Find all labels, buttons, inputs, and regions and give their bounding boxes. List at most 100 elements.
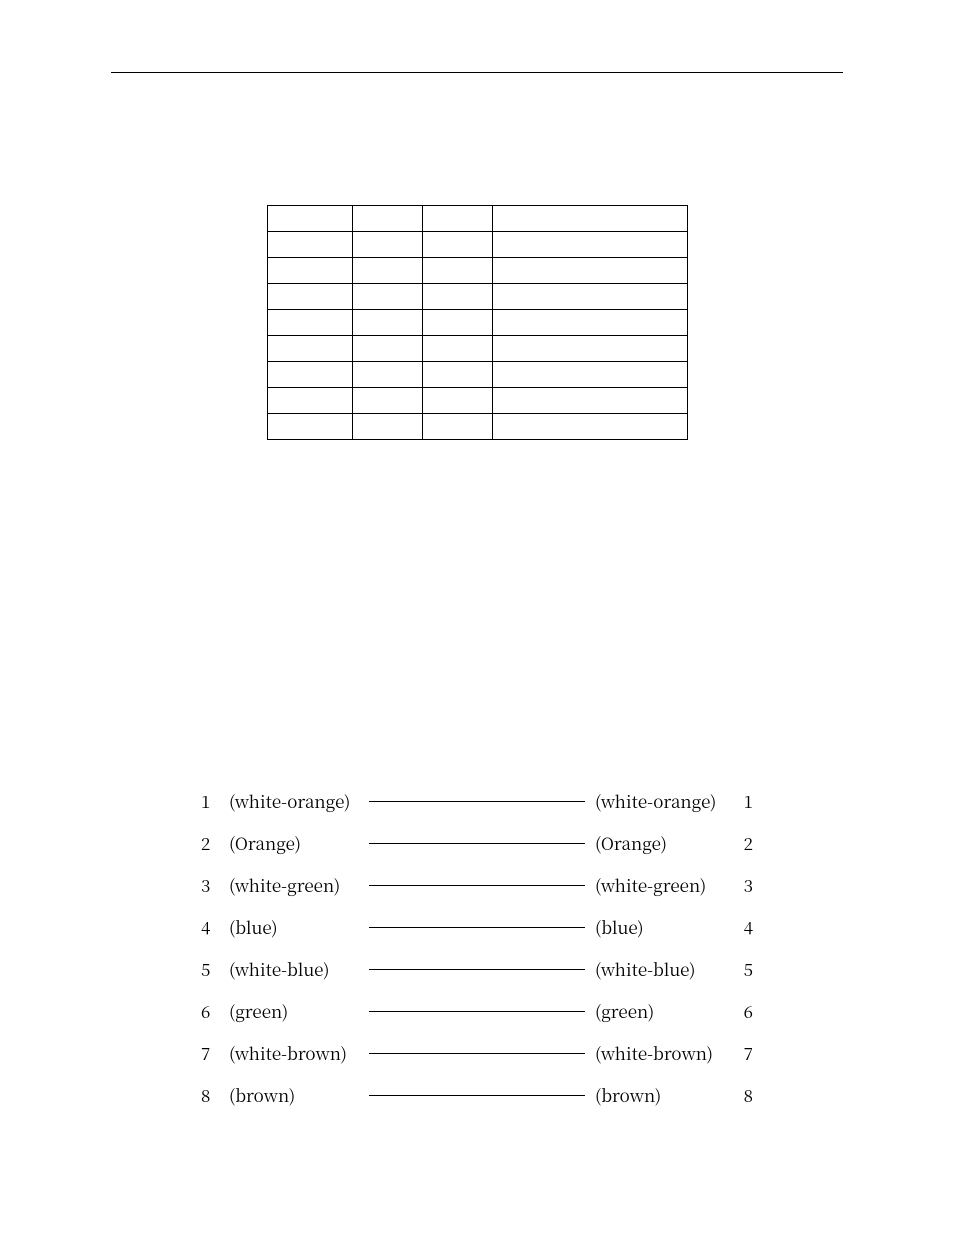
connector-line-icon — [369, 1053, 585, 1054]
cell — [267, 206, 352, 232]
cell — [267, 284, 352, 310]
cell — [492, 258, 687, 284]
cell — [352, 414, 422, 440]
pin-label-right: (blue) — [595, 915, 725, 939]
pin-label-right: (white-green) — [595, 873, 725, 897]
pin-number-right: 7 — [731, 1041, 753, 1065]
pin-label-left: (brown) — [229, 1083, 359, 1107]
cell — [267, 388, 352, 414]
table-row — [267, 388, 687, 414]
pin-label-left: (white-orange) — [229, 789, 359, 813]
cell — [267, 310, 352, 336]
cell — [492, 310, 687, 336]
pin-number-left: 6 — [201, 999, 223, 1023]
pin-number-left: 1 — [201, 789, 223, 813]
cell — [352, 284, 422, 310]
pin-number-right: 8 — [731, 1083, 753, 1107]
pin-label-right: (green) — [595, 999, 725, 1023]
wire-row: 7 (white-brown) (white-brown) 7 — [201, 1032, 753, 1074]
cell — [267, 414, 352, 440]
cell — [422, 232, 492, 258]
cell — [352, 258, 422, 284]
table-body — [267, 206, 687, 440]
pin-number-right: 2 — [731, 831, 753, 855]
table-row — [267, 310, 687, 336]
cell — [422, 310, 492, 336]
cell — [422, 284, 492, 310]
pin-label-left: (blue) — [229, 915, 359, 939]
pin-number-left: 7 — [201, 1041, 223, 1065]
connector-line-icon — [369, 801, 585, 802]
cell — [492, 336, 687, 362]
cell — [492, 232, 687, 258]
cell — [352, 310, 422, 336]
cell — [422, 258, 492, 284]
cell — [492, 388, 687, 414]
cell — [352, 232, 422, 258]
wire-row: 6 (green) (green) 6 — [201, 990, 753, 1032]
pin-label-right: (white-orange) — [595, 789, 725, 813]
cell — [422, 388, 492, 414]
pin-number-left: 5 — [201, 957, 223, 981]
pin-label-left: (white-blue) — [229, 957, 359, 981]
connector-line-icon — [369, 927, 585, 928]
cell — [267, 258, 352, 284]
table-row — [267, 414, 687, 440]
pin-label-right: (brown) — [595, 1083, 725, 1107]
connector-line-icon — [369, 1095, 585, 1096]
connector-line-icon — [369, 1011, 585, 1012]
table-row — [267, 232, 687, 258]
cell — [267, 336, 352, 362]
cell — [352, 206, 422, 232]
table-wrapper — [111, 205, 843, 440]
wire-row: 8 (brown) (brown) 8 — [201, 1074, 753, 1116]
connector-line-icon — [369, 843, 585, 844]
pin-number-left: 2 — [201, 831, 223, 855]
pin-label-right: (white-brown) — [595, 1041, 725, 1065]
page: 1 (white-orange) (white-orange) 1 2 (Ora… — [0, 0, 954, 1235]
pin-number-left: 4 — [201, 915, 223, 939]
pin-label-left: (Orange) — [229, 831, 359, 855]
empty-grid-table — [267, 205, 688, 440]
pin-number-left: 3 — [201, 873, 223, 897]
wire-row: 4 (blue) (blue) 4 — [201, 906, 753, 948]
pin-label-left: (white-brown) — [229, 1041, 359, 1065]
cell — [267, 362, 352, 388]
cell — [492, 284, 687, 310]
cell — [422, 336, 492, 362]
pin-label-right: (Orange) — [595, 831, 725, 855]
cell — [492, 206, 687, 232]
table-row — [267, 284, 687, 310]
wiring-diagram: 1 (white-orange) (white-orange) 1 2 (Ora… — [201, 780, 753, 1116]
pin-label-left: (white-green) — [229, 873, 359, 897]
pin-number-right: 3 — [731, 873, 753, 897]
cell — [352, 362, 422, 388]
pin-number-left: 8 — [201, 1083, 223, 1107]
wire-row: 2 (Orange) (Orange) 2 — [201, 822, 753, 864]
connector-line-icon — [369, 885, 585, 886]
connector-line-icon — [369, 969, 585, 970]
cell — [422, 414, 492, 440]
header-rule — [111, 72, 843, 73]
pin-number-right: 6 — [731, 999, 753, 1023]
cell — [352, 336, 422, 362]
wire-row: 1 (white-orange) (white-orange) 1 — [201, 780, 753, 822]
cell — [422, 206, 492, 232]
cell — [267, 232, 352, 258]
cell — [492, 362, 687, 388]
pin-number-right: 5 — [731, 957, 753, 981]
table-row — [267, 362, 687, 388]
pin-number-right: 4 — [731, 915, 753, 939]
table-row — [267, 206, 687, 232]
cell — [492, 414, 687, 440]
pin-number-right: 1 — [731, 789, 753, 813]
cell — [352, 388, 422, 414]
table-row — [267, 258, 687, 284]
pin-label-right: (white-blue) — [595, 957, 725, 981]
table-row — [267, 336, 687, 362]
wire-row: 3 (white-green) (white-green) 3 — [201, 864, 753, 906]
wire-row: 5 (white-blue) (white-blue) 5 — [201, 948, 753, 990]
pin-label-left: (green) — [229, 999, 359, 1023]
content-area: 1 (white-orange) (white-orange) 1 2 (Ora… — [111, 100, 843, 1135]
cell — [422, 362, 492, 388]
